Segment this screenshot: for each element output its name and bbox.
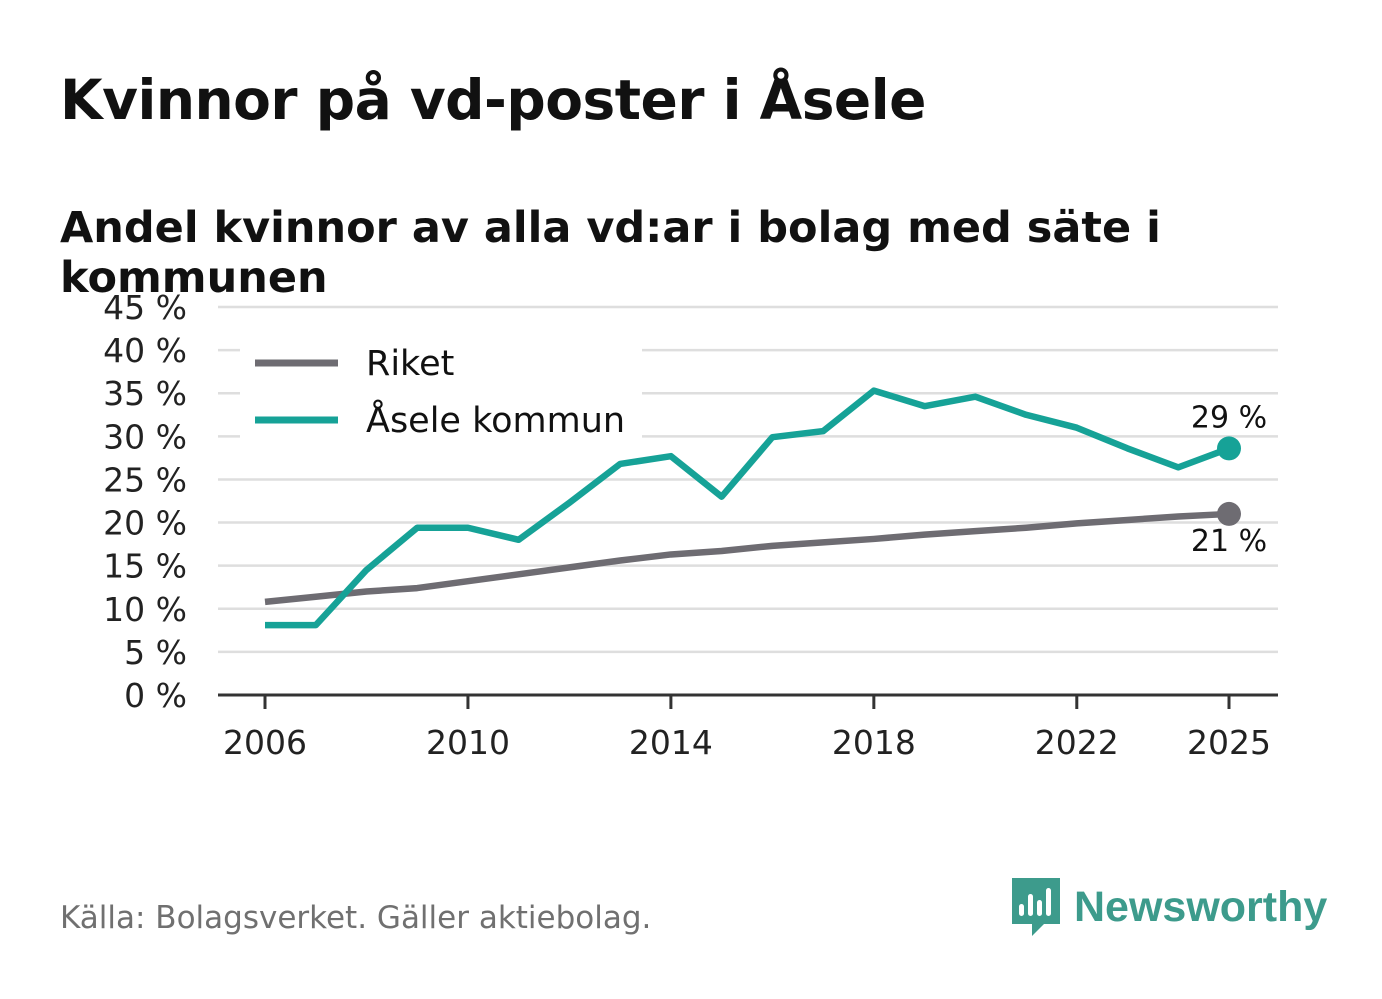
x-tick-label: 2006 — [223, 723, 307, 762]
y-tick-label: 20 % — [103, 504, 187, 543]
end-labels: 21 % 29 % — [1191, 400, 1267, 559]
x-axis: 2006 2010 2014 2018 2022 2025 — [218, 693, 1278, 762]
y-tick-label: 5 % — [124, 633, 187, 672]
end-value-label: 21 % — [1191, 524, 1267, 559]
end-value-label: 29 % — [1191, 400, 1267, 435]
y-tick-label: 35 % — [103, 374, 187, 413]
brand-logo: Newsworthy — [1010, 876, 1327, 938]
brand-name: Newsworthy — [1074, 882, 1328, 931]
series-lines — [264, 387, 1241, 629]
y-tick-label: 15 % — [103, 547, 187, 586]
y-tick-label: 0 % — [124, 676, 187, 715]
x-tick-label: 2018 — [832, 723, 916, 762]
chart-subtitle: Andel kvinnor av alla vd:ar i bolag med … — [60, 203, 1161, 303]
x-tick-label: 2010 — [426, 723, 510, 762]
series-line-asele — [265, 387, 1231, 629]
source-note: Källa: Bolagsverket. Gäller aktiebolag. — [60, 900, 652, 936]
x-tick-label: 2022 — [1035, 723, 1119, 762]
x-tick-label: 2014 — [629, 723, 713, 762]
newsworthy-logo-icon — [1012, 878, 1060, 936]
chart-title: Kvinnor på vd-poster i Åsele — [60, 68, 926, 132]
series-end-point — [1217, 436, 1241, 461]
y-axis-ticks: 0 % 5 % 10 % 15 % 20 % 25 % 30 % 35 % 40 % 45 % — [103, 288, 187, 715]
x-tick-label: 2025 — [1187, 723, 1271, 762]
y-tick-label: 45 % — [103, 288, 187, 327]
line-chart: 0 % 5 % 10 % 15 % 20 % 25 % 30 % 35 % 40 % 45 % 2… — [103, 288, 1278, 762]
y-tick-label: 30 % — [103, 417, 187, 456]
y-tick-label: 40 % — [103, 331, 187, 370]
legend-box — [240, 336, 642, 442]
legend: Riket Åsele kommun — [240, 336, 642, 442]
legend-label: Åsele kommun — [366, 398, 625, 441]
y-tick-label: 10 % — [103, 590, 187, 629]
series-line-riket — [264, 510, 1230, 606]
series-end-point — [1217, 501, 1241, 526]
y-tick-label: 25 % — [103, 460, 187, 499]
legend-label: Riket — [366, 344, 454, 384]
